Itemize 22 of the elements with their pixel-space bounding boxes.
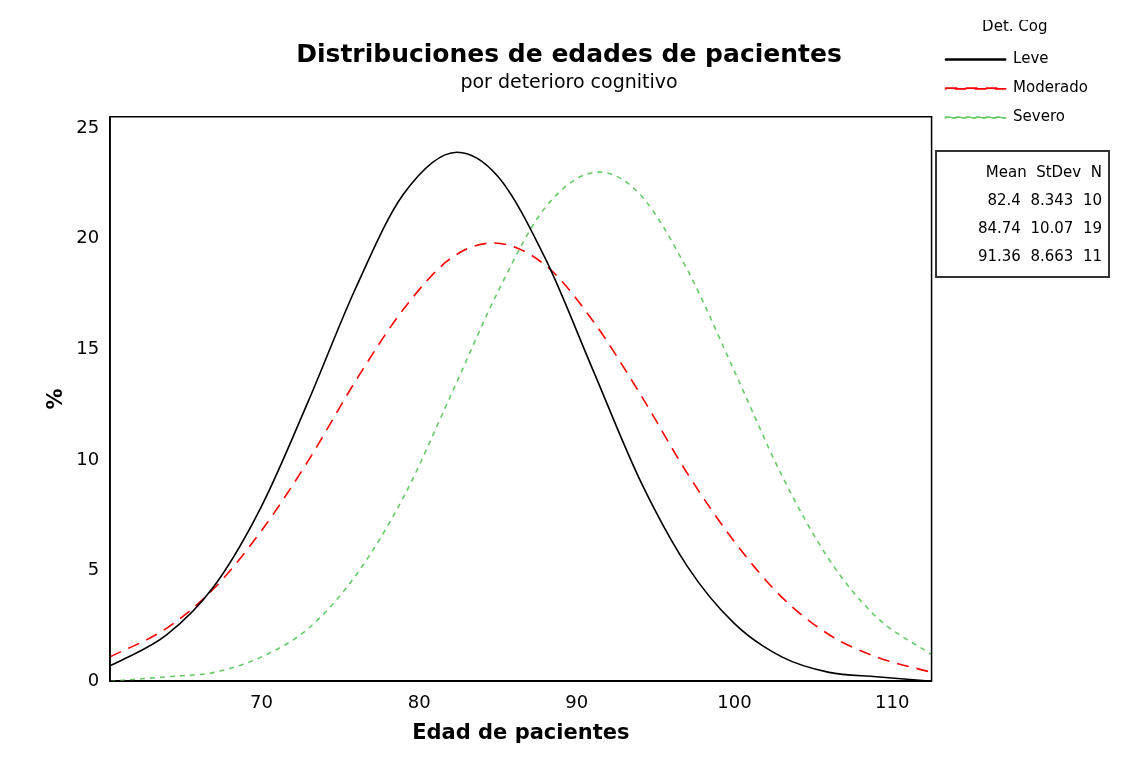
legend-label: Severo	[1013, 107, 1065, 126]
text: 91.36 8.663 11	[976, 246, 1103, 267]
y-tick-label: 25	[76, 115, 100, 137]
chart-title: Distribuciones de edades de pacientes	[296, 38, 842, 68]
x-tick-label: 80	[407, 690, 431, 712]
y-tick-label: 0	[87, 668, 100, 690]
x-axis-title: Edad de pacientes	[412, 719, 630, 744]
text: 82.4 8.343 10	[986, 190, 1103, 211]
text: Mean StDev N	[984, 162, 1103, 183]
text: 84.74 10.07 19	[976, 218, 1103, 239]
chart-subtitle: por deterioro cognitivo	[460, 70, 678, 93]
y-tick-label: 15	[76, 336, 100, 358]
legend-label: Leve	[1013, 49, 1049, 68]
x-tick-label: 110	[874, 690, 910, 712]
legend-label: Moderado	[1013, 78, 1089, 97]
x-tick-label: 100	[717, 690, 752, 712]
x-tick-label: 90	[565, 690, 589, 712]
y-tick-label: 20	[76, 226, 100, 248]
y-axis-title: %	[43, 388, 68, 410]
x-tick-label: 70	[250, 690, 273, 712]
y-tick-label: 5	[87, 558, 100, 580]
y-tick-label: 10	[76, 447, 100, 469]
